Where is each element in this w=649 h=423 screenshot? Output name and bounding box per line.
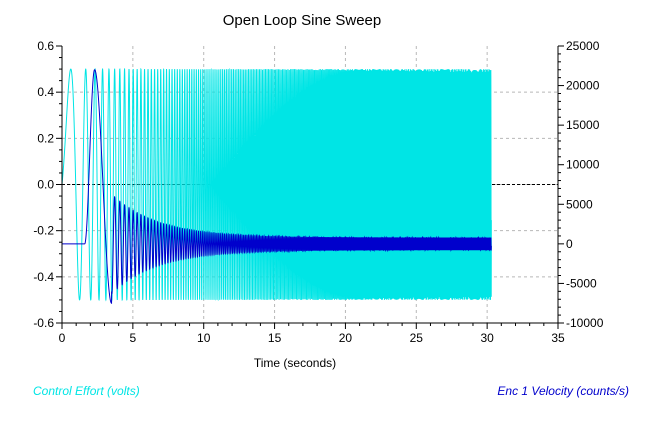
right-tick-label: 15000 <box>566 118 600 132</box>
series-control-effort <box>61 67 492 302</box>
x-tick-label: 15 <box>268 331 282 345</box>
x-tick-label: 25 <box>410 331 424 345</box>
left-tick-label: 0.0 <box>37 178 54 192</box>
left-tick-label: -0.2 <box>33 224 54 238</box>
x-tick-label: 20 <box>339 331 353 345</box>
axes: 0 5 10 15 20 25 30 35 0.6 0.4 0.2 0.0 -0.2 -0.4 -0.6 25… <box>33 39 603 345</box>
right-tick-label: 0 <box>566 237 573 251</box>
right-tick-label: 10000 <box>566 158 600 172</box>
right-axis-legend-label: Enc 1 Velocity (counts/s) <box>497 384 629 398</box>
right-tick-label: -5000 <box>566 276 597 290</box>
left-tick-label: -0.6 <box>33 316 54 330</box>
series-enc1-velocity <box>62 69 492 304</box>
left-tick-label: 0.6 <box>37 39 54 53</box>
x-tick-label: 10 <box>197 331 211 345</box>
left-axis-legend-label: Control Effort (volts) <box>33 384 140 398</box>
x-tick-label: 35 <box>551 331 565 345</box>
left-tick-label: -0.4 <box>33 270 54 284</box>
x-tick-label: 0 <box>59 331 66 345</box>
x-tick-label: 30 <box>480 331 494 345</box>
x-axis-label: Time (seconds) <box>254 356 336 370</box>
right-tick-label: -10000 <box>566 316 604 330</box>
series-layer <box>61 67 492 304</box>
right-tick-label: 20000 <box>566 79 600 93</box>
chart-title: Open Loop Sine Sweep <box>223 12 381 29</box>
x-tick-label: 5 <box>130 331 137 345</box>
left-tick-label: 0.4 <box>37 85 54 99</box>
right-tick-label: 5000 <box>566 197 593 211</box>
left-tick-label: 0.2 <box>37 131 54 145</box>
right-tick-label: 25000 <box>566 39 600 53</box>
